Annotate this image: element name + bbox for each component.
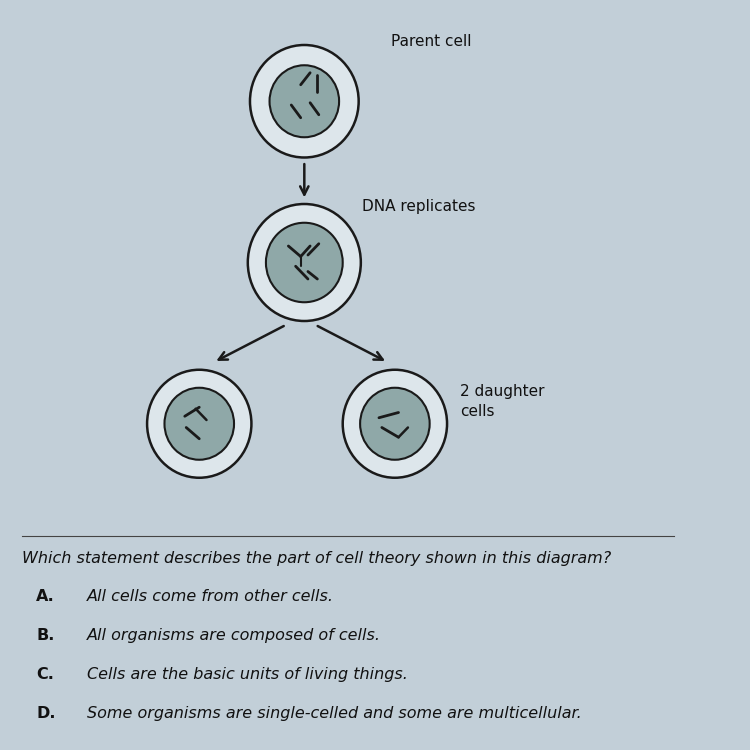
Circle shape — [343, 370, 447, 478]
Text: 2 daughter
cells: 2 daughter cells — [460, 384, 544, 418]
Circle shape — [164, 388, 234, 460]
Text: All cells come from other cells.: All cells come from other cells. — [87, 589, 334, 604]
Text: Parent cell: Parent cell — [392, 34, 472, 49]
Circle shape — [266, 223, 343, 302]
Text: A.: A. — [36, 589, 55, 604]
Text: Which statement describes the part of cell theory shown in this diagram?: Which statement describes the part of ce… — [22, 551, 611, 566]
Circle shape — [250, 45, 358, 158]
Text: D.: D. — [36, 706, 56, 721]
Text: All organisms are composed of cells.: All organisms are composed of cells. — [87, 628, 381, 643]
Text: Cells are the basic units of living things.: Cells are the basic units of living thin… — [87, 667, 408, 682]
Circle shape — [147, 370, 251, 478]
Text: C.: C. — [36, 667, 54, 682]
Circle shape — [269, 65, 339, 137]
Text: DNA replicates: DNA replicates — [362, 199, 476, 214]
Text: B.: B. — [36, 628, 55, 643]
Text: Some organisms are single-celled and some are multicellular.: Some organisms are single-celled and som… — [87, 706, 582, 721]
Circle shape — [360, 388, 430, 460]
Circle shape — [248, 204, 361, 321]
